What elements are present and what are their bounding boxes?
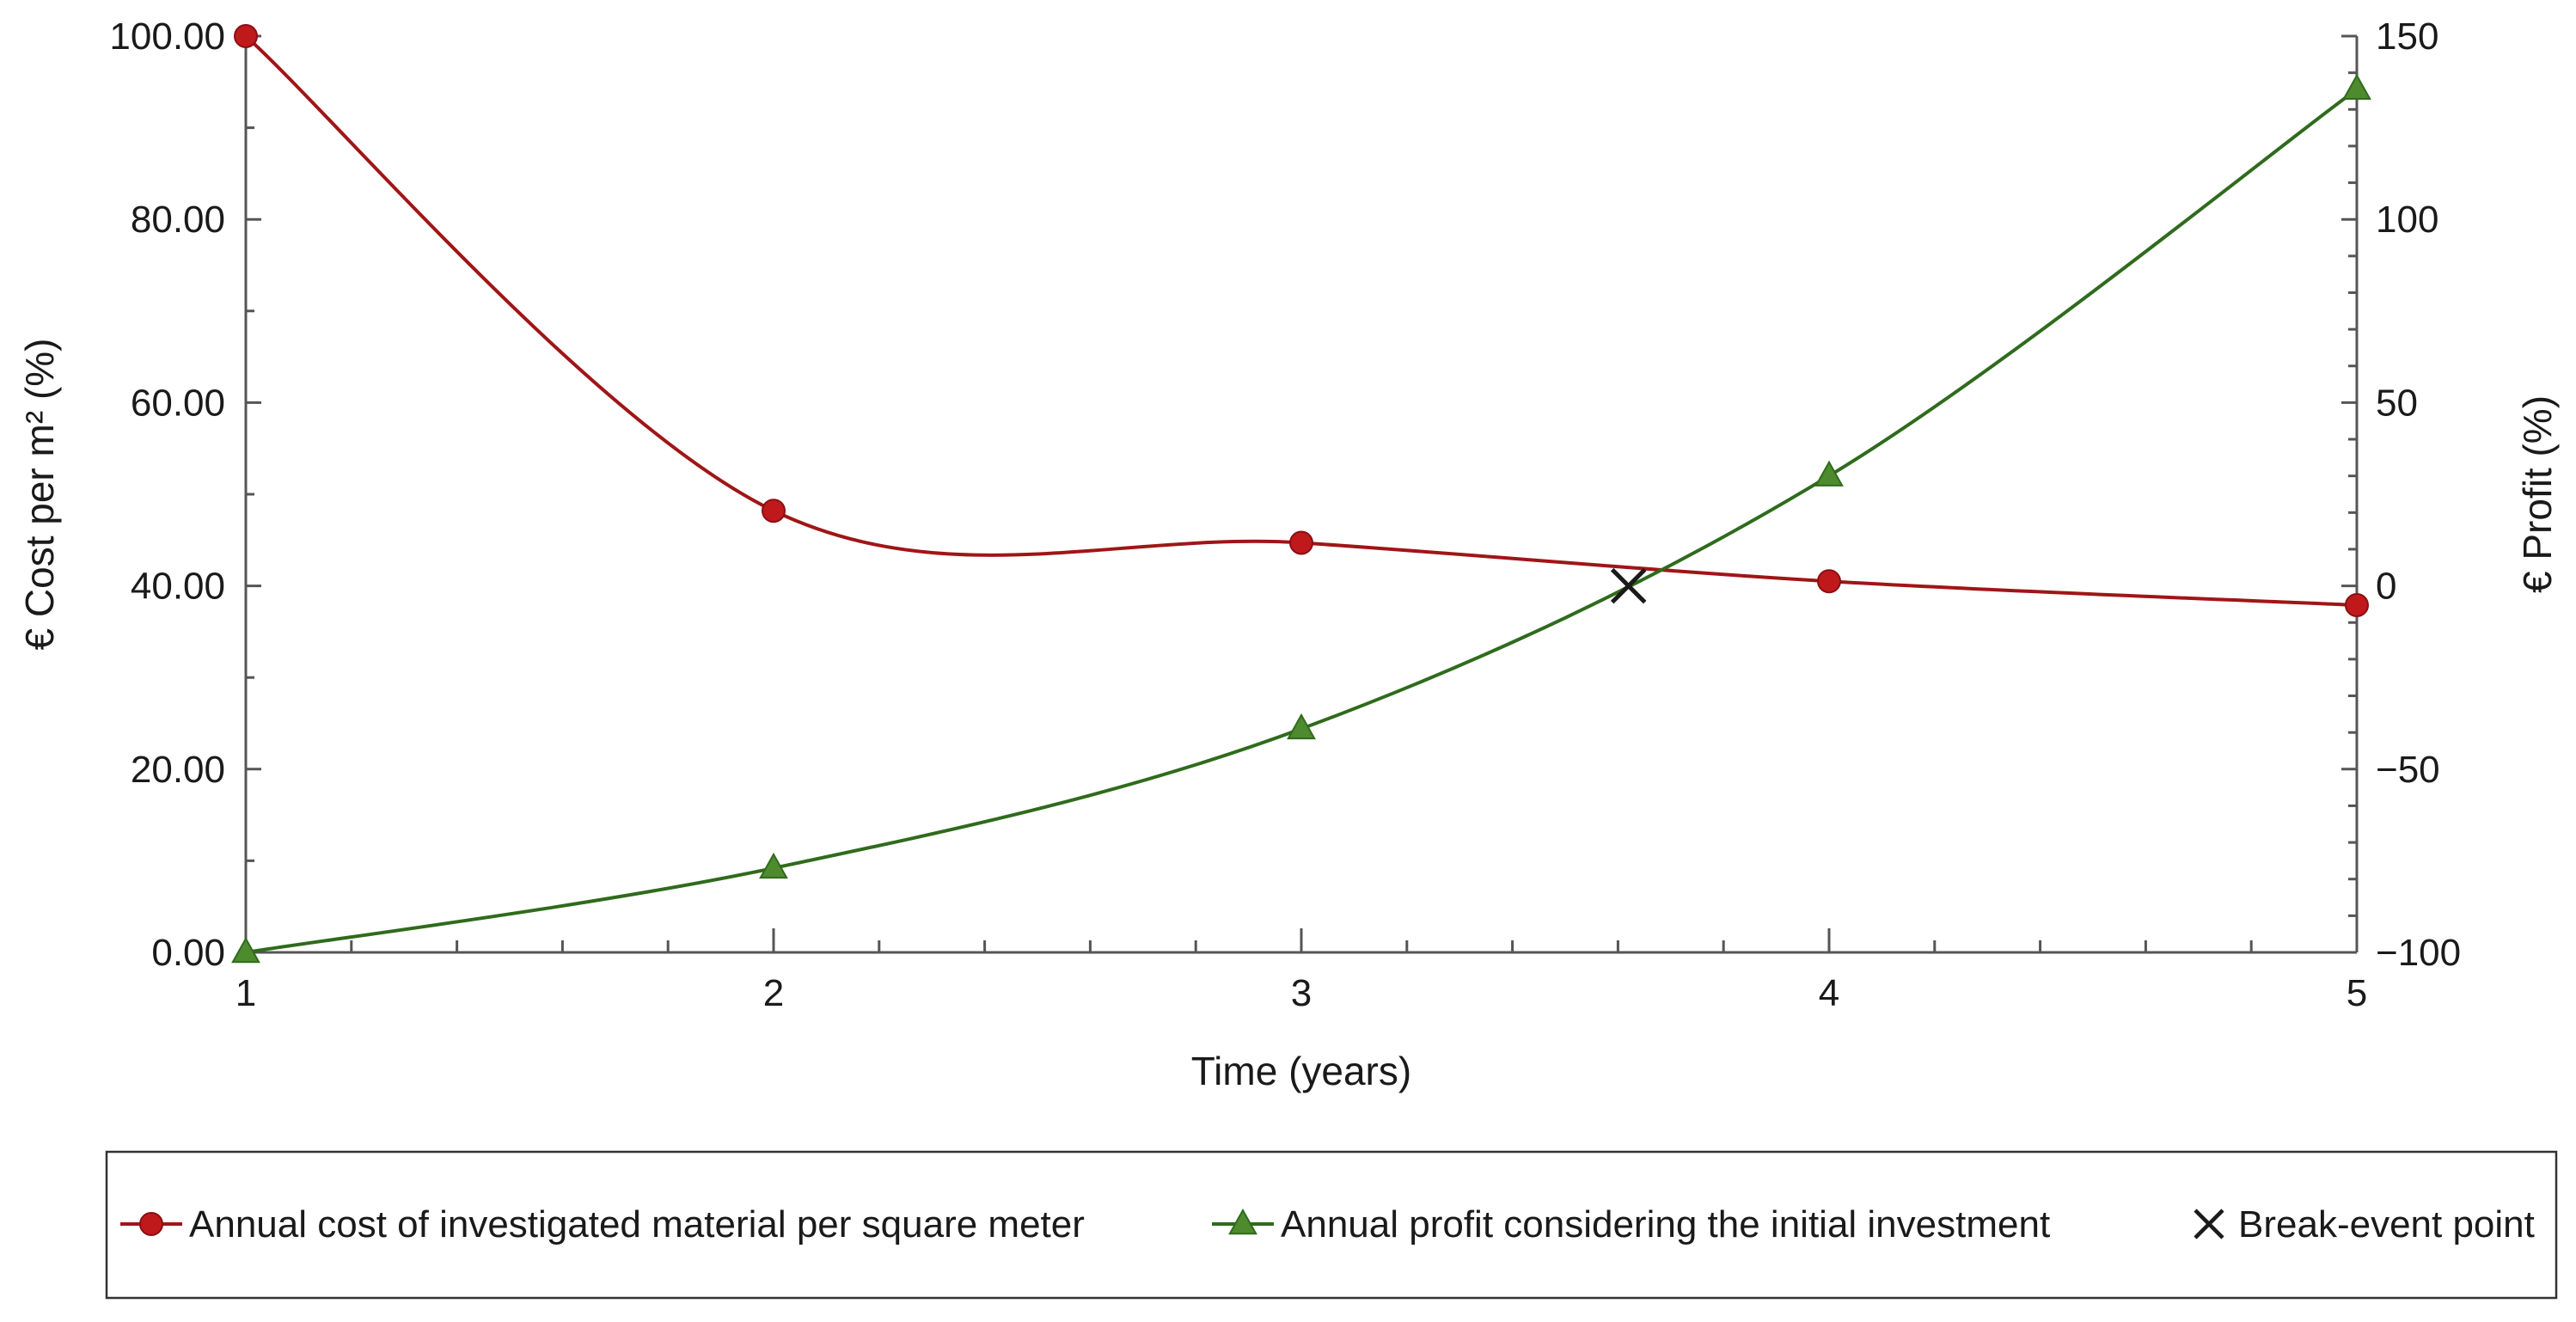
right-y-tick-label: 150 — [2376, 15, 2438, 58]
x-tick-label: 1 — [236, 972, 256, 1014]
break-even-x-stroke — [1610, 567, 1647, 604]
series-annual-profit — [231, 73, 2371, 964]
right-y-tick-label: −100 — [2376, 932, 2461, 974]
data-point-circle — [762, 499, 786, 523]
right-y-tick-label: −50 — [2376, 749, 2440, 791]
legend-x-icon — [2194, 1209, 2224, 1239]
data-point-triangle — [759, 852, 788, 879]
left-y-axis-ticks: 0.00 20.00 40.00 60.00 80.00 100.00 — [109, 15, 261, 974]
series-line — [244, 34, 2358, 607]
series-layer — [231, 24, 2371, 964]
x-axis-ticks: 1 2 3 4 5 — [236, 928, 2367, 1014]
right-y-axis-title: € Profit (%) — [2515, 395, 2560, 593]
x-tick-label: 5 — [2347, 972, 2367, 1014]
left-y-tick-label: 80.00 — [131, 199, 225, 241]
x-tick-label: 3 — [1291, 972, 1312, 1014]
left-y-tick-label: 0.00 — [151, 932, 225, 974]
x-tick-label: 2 — [763, 972, 784, 1014]
legend-label: Annual cost of investigated material per… — [189, 1203, 1085, 1245]
legend: Annual cost of investigated material per… — [120, 1203, 2535, 1245]
x-axis-title: Time (years) — [1191, 1049, 1411, 1093]
break-even-marker — [1610, 567, 1647, 604]
legend-label: Annual profit considering the initial in… — [1281, 1203, 2050, 1245]
data-point-circle — [2345, 592, 2369, 617]
data-point-triangle — [1287, 713, 1316, 740]
legend-label: Break-event point — [2238, 1203, 2535, 1245]
x-tick-label: 4 — [1819, 972, 1839, 1014]
data-point-triangle — [231, 936, 260, 964]
series-line — [245, 88, 2359, 954]
data-point-circle — [234, 24, 258, 48]
data-point-triangle — [1814, 460, 1844, 487]
left-y-tick-label: 100.00 — [109, 15, 225, 58]
series-annual-cost — [234, 24, 2369, 617]
left-y-axis-title: € Cost per m² (%) — [17, 339, 62, 651]
legend-circle-icon — [139, 1212, 163, 1236]
legend-triangle-icon — [1228, 1208, 1257, 1235]
left-y-tick-label: 20.00 — [131, 749, 225, 791]
annotation-layer — [1610, 567, 1647, 604]
left-y-tick-label: 60.00 — [131, 382, 225, 424]
right-y-tick-label: 0 — [2376, 566, 2396, 608]
left-y-tick-label: 40.00 — [131, 566, 225, 608]
legend-item: Annual profit considering the initial in… — [1212, 1203, 2050, 1245]
right-y-tick-label: 100 — [2376, 199, 2438, 241]
legend-item: Break-event point — [2194, 1203, 2535, 1245]
legend-box — [105, 1150, 2558, 1300]
data-point-circle — [1289, 530, 1313, 555]
data-point-triangle — [2342, 73, 2371, 101]
right-y-axis-ticks: −100 −50 0 50 100 150 — [2341, 15, 2461, 974]
right-y-tick-label: 50 — [2376, 382, 2418, 424]
legend-item: Annual cost of investigated material per… — [120, 1203, 1085, 1245]
data-point-circle — [1817, 569, 1841, 594]
